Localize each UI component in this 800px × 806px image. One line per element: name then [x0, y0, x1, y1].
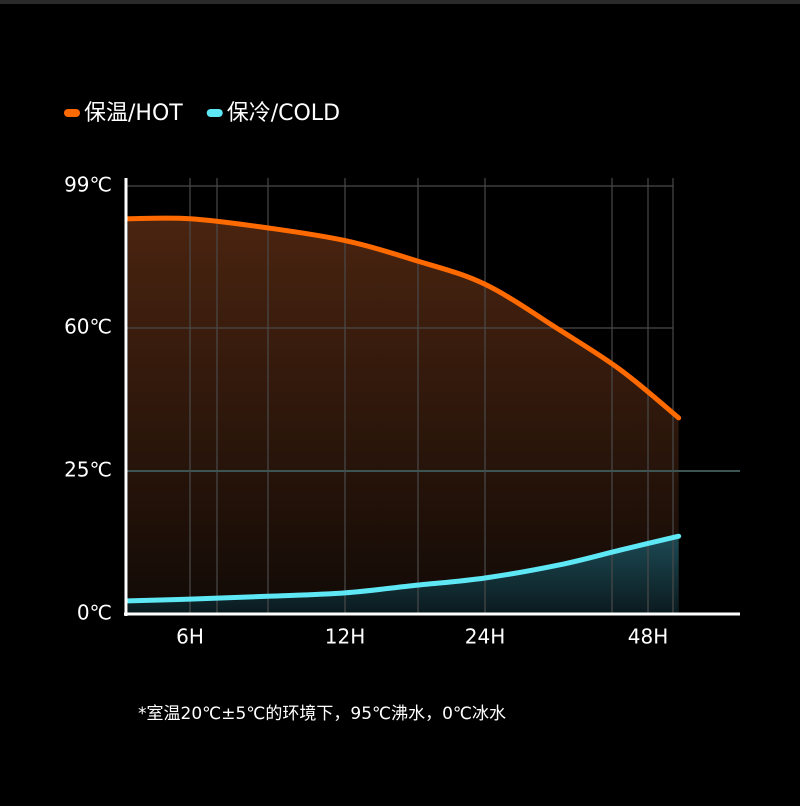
y-tick-label: 99℃	[64, 173, 112, 197]
area-fill	[128, 536, 679, 614]
footnote: *室温20℃±5℃的环境下，95℃沸水，0℃冰水	[138, 704, 506, 724]
area-fill	[128, 218, 679, 614]
legend-label: 保冷/COLD	[227, 101, 340, 126]
line	[125, 533, 682, 604]
x-tick-label: 48H	[628, 625, 669, 649]
legend-swatch	[64, 109, 80, 117]
x-tick-label: 12H	[325, 625, 366, 649]
legend-label: 保温/HOT	[84, 101, 183, 126]
x-tick-label: 24H	[465, 625, 506, 649]
x-tick-label: 6H	[176, 625, 204, 649]
y-tick-label: 0℃	[77, 601, 112, 625]
line	[125, 215, 682, 421]
y-tick-label: 60℃	[64, 315, 112, 339]
y-tick-label: 25℃	[64, 458, 112, 482]
top-bar	[0, 0, 800, 4]
legend-swatch	[206, 109, 223, 117]
